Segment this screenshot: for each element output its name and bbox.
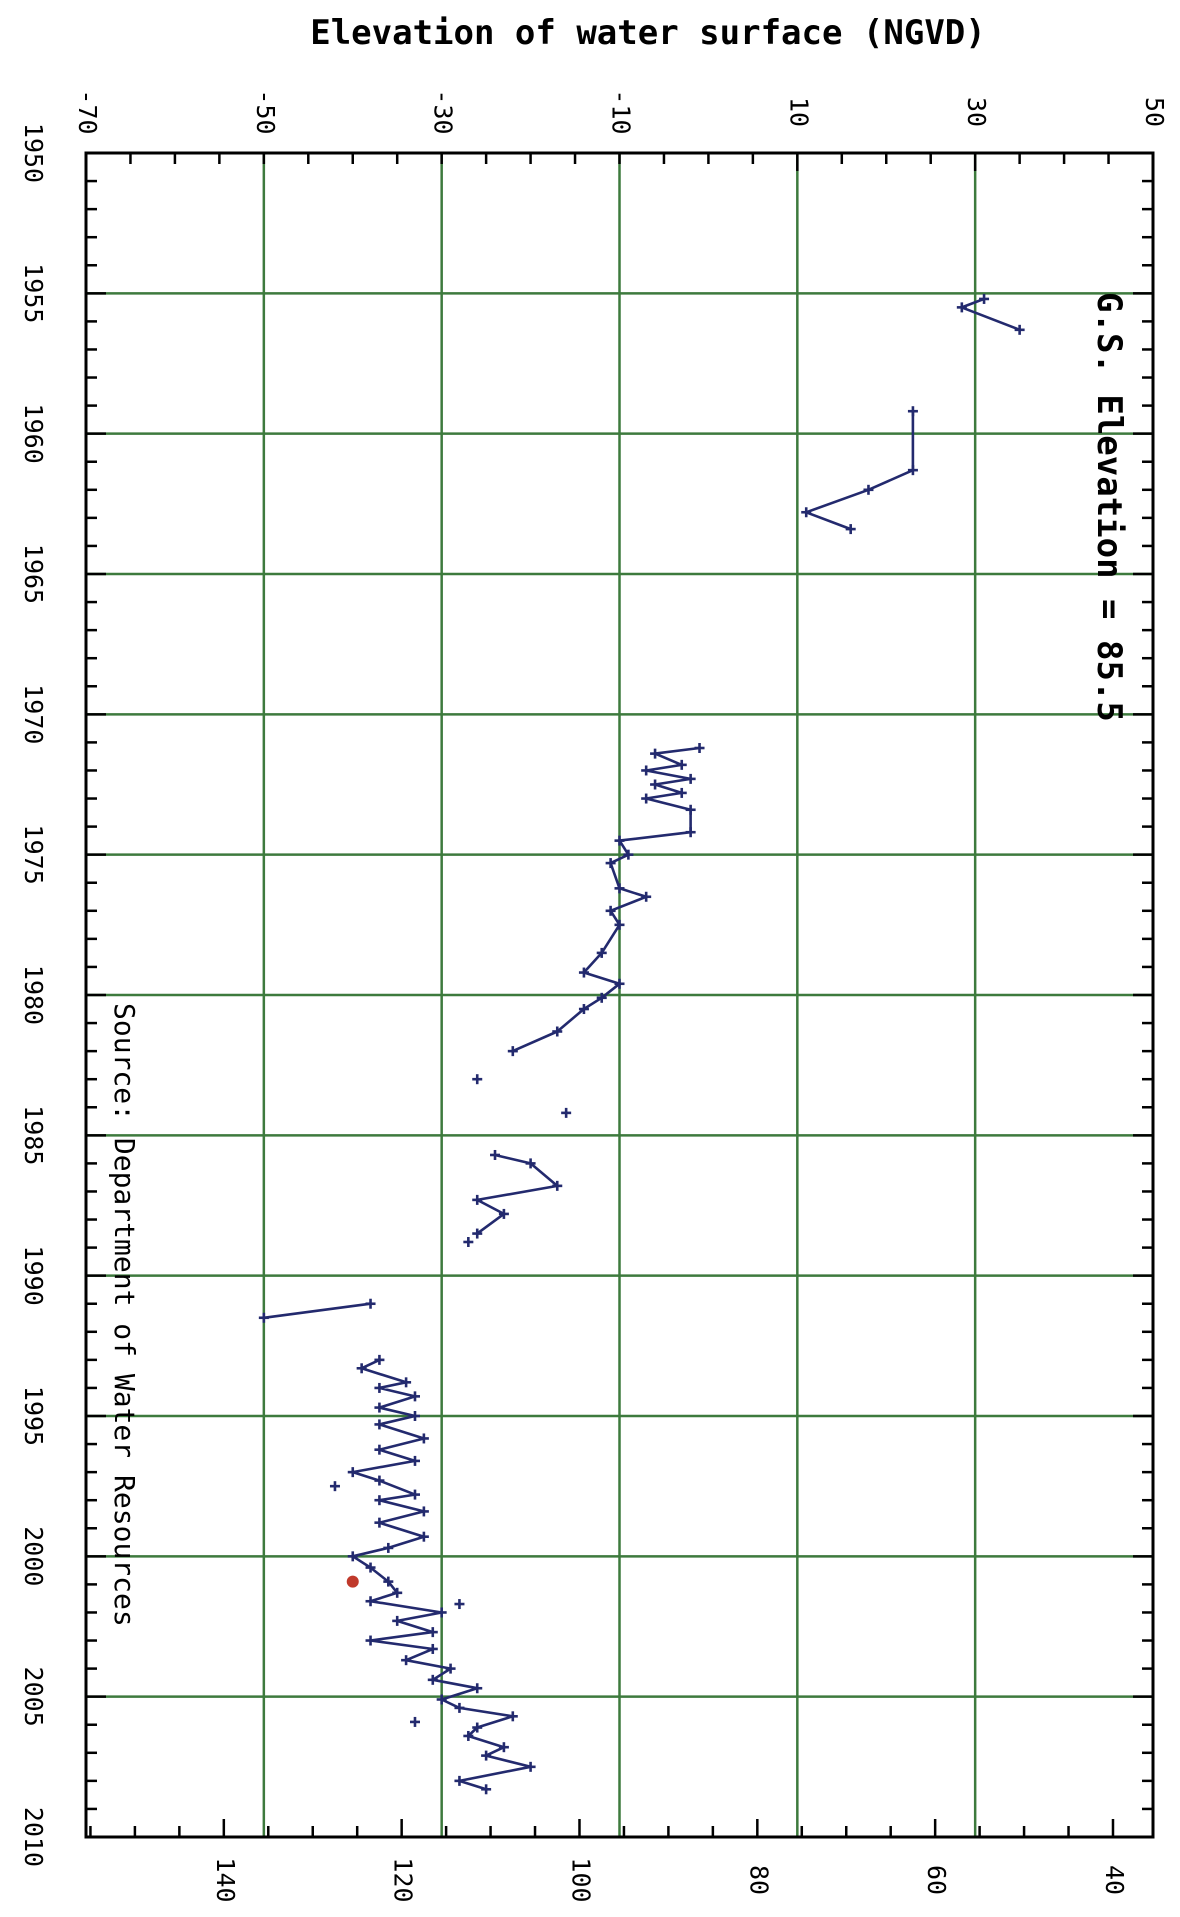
elevation-tick-label: -50 — [251, 89, 280, 134]
year-tick-label: 2005 — [19, 1667, 48, 1727]
elevation-tick-label: 30 — [962, 97, 991, 127]
tick-labels: 1950 1955 1960 1965 1970 1975 1980 1985 1990 1995… — [19, 89, 1169, 1902]
elevation-tick-label: -70 — [73, 89, 102, 134]
year-tick-label: 1960 — [19, 404, 48, 464]
depth-tick-label: 40 — [1100, 1865, 1129, 1895]
year-tick-label: 1985 — [19, 1105, 48, 1165]
elevation-tick-label: 10 — [784, 97, 813, 127]
series-segment — [263, 1302, 371, 1320]
depth-tick-label: 140 — [211, 1857, 240, 1902]
year-tick-label: 2010 — [19, 1807, 48, 1867]
series-segment — [804, 411, 915, 531]
year-tick-label: 1990 — [19, 1246, 48, 1306]
depth-tick-label: 80 — [744, 1865, 773, 1895]
gs-elevation-annotation: G.S. Elevation = 85.5 — [1089, 292, 1129, 722]
series-segment — [512, 746, 700, 1053]
depth-tick-label: 100 — [566, 1857, 595, 1902]
elevation-tick-label: -30 — [429, 89, 458, 134]
year-tick-label: 1955 — [19, 263, 48, 323]
series-line — [258, 293, 1025, 1795]
depth-tick-label: 60 — [922, 1865, 951, 1895]
year-tick-label: 1950 — [19, 123, 48, 183]
depth-tick-label: 120 — [389, 1857, 418, 1902]
plot-frame — [84, 151, 1155, 1839]
year-tick-label: 1970 — [19, 684, 48, 744]
elevation-tick-label: -10 — [607, 89, 636, 134]
series-segment — [475, 1153, 559, 1235]
grid — [86, 153, 1153, 1837]
elevation-tick-label: 50 — [1140, 97, 1169, 127]
source-annotation: Source: Department of Water Resources — [108, 1003, 141, 1627]
elevation-axis-title: Elevation of water surface (NGVD) — [310, 13, 986, 53]
year-tick-label: 1975 — [19, 825, 48, 885]
year-tick-label: 1995 — [19, 1386, 48, 1446]
year-tick-label: 2000 — [19, 1526, 48, 1586]
highlight-point — [346, 1575, 359, 1588]
series-segment — [960, 297, 1021, 332]
year-tick-label: 1965 — [19, 544, 48, 604]
year-tick-label: 1980 — [19, 965, 48, 1025]
